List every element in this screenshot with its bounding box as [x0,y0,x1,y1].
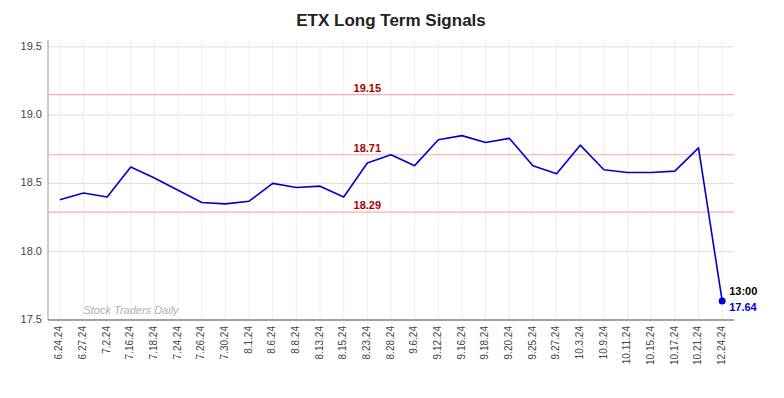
x-tick-label: 7.2.24 [101,326,112,354]
x-tick-label: 9.6.24 [408,326,419,354]
x-grid-line [461,40,462,320]
x-tick-label: 7.16.24 [124,326,135,360]
x-grid-line [83,40,84,320]
reference-line [48,211,734,212]
x-tick-label: 10.17.24 [669,326,680,365]
x-tick-label: 8.8.24 [290,326,301,354]
annotation-time: 13:00 [729,285,757,297]
x-grid-line [698,40,699,320]
x-tick-label: 8.23.24 [361,326,372,360]
reference-line-label: 19.15 [354,82,382,94]
x-grid-line [320,40,321,320]
y-tick-label: 19.0 [21,108,42,120]
y-tick-label: 17.5 [21,313,42,325]
x-tick-label: 10.21.24 [692,326,703,365]
x-tick-label: 9.20.24 [503,326,514,360]
x-grid-line [107,40,108,320]
x-grid-line [130,40,131,320]
x-grid-line [201,40,202,320]
x-grid-line [580,40,581,320]
x-grid-line [272,40,273,320]
x-tick-label: 7.24.24 [172,326,183,360]
y-tick-label: 18.0 [21,245,42,257]
x-grid-line [438,40,439,320]
reference-line-label: 18.71 [354,142,382,154]
x-tick-label: 6.27.24 [77,326,88,360]
x-grid-line [343,40,344,320]
y-tick-label: 18.5 [21,176,42,188]
y-tick-label: 19.5 [21,40,42,52]
x-tick-label: 8.28.24 [385,326,396,360]
x-tick-label: 8.13.24 [314,326,325,360]
x-tick-label: 9.16.24 [456,326,467,360]
x-tick-label: 10.9.24 [598,326,609,360]
last-point [719,297,726,304]
watermark: Stock Traders Daily [83,304,180,316]
x-grid-line [225,40,226,320]
x-tick-label: 10.15.24 [645,326,656,365]
x-tick-label: 8.6.24 [266,326,277,354]
x-grid-line [722,40,723,320]
x-grid-line [627,40,628,320]
x-grid-line [674,40,675,320]
x-axis-line [48,319,734,320]
reference-line [48,94,734,95]
x-grid-line [651,40,652,320]
data [60,136,726,305]
x-tick-label: 8.1.24 [243,326,254,354]
title: ETX Long Term Signals [296,11,486,30]
x-tick-label: 10.3.24 [574,326,585,360]
x-grid-line [532,40,533,320]
x-tick-label: 7.30.24 [219,326,230,360]
x-grid-line [556,40,557,320]
x-tick-label: 10.11.24 [621,326,632,365]
x-tick-label: 12.24.24 [716,326,727,365]
y-grid-line [48,320,734,321]
chart: ETX Long Term Signals 17.5 18.0 18.5 19.0 19.… [0,0,784,398]
x-tick-label: 9.27.24 [550,326,561,360]
x-grid-line [296,40,297,320]
line [60,136,722,301]
x-grid-line [59,40,60,320]
x-grid-line [249,40,250,320]
x-grid-line [509,40,510,320]
y-axis-line [48,40,49,320]
x-grid-line [391,40,392,320]
x-tick-label: 9.25.24 [527,326,538,360]
reference-lines [48,95,734,212]
x-tick-label: 6.24.24 [53,326,64,360]
reference-line-label: 18.29 [354,199,382,211]
x-tick-label: 9.12.24 [432,326,443,360]
grid [48,40,734,320]
x-grid-line [485,40,486,320]
annotation-value: 17.64 [729,301,757,313]
x-grid-line [154,40,155,320]
x-tick-label: 9.18.24 [479,326,490,360]
x-tick-label: 7.18.24 [148,326,159,360]
x-grid-line [178,40,179,320]
x-tick-label: 8.15.24 [337,326,348,360]
x-grid-line [414,40,415,320]
x-tick-label: 7.26.24 [195,326,206,360]
x-grid-line [603,40,604,320]
